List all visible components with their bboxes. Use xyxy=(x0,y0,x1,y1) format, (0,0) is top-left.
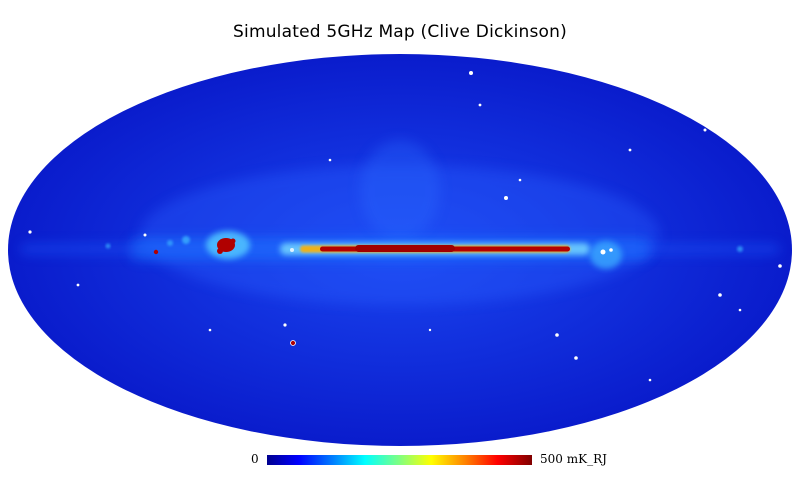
point-source xyxy=(428,328,432,332)
point-source xyxy=(555,333,559,337)
point-source xyxy=(28,230,32,234)
point-source xyxy=(504,196,508,200)
point-source xyxy=(574,356,578,360)
point-source xyxy=(208,328,212,332)
point-source xyxy=(478,103,482,107)
point-source xyxy=(283,323,287,327)
plane-knot xyxy=(167,240,173,246)
plane-knot xyxy=(105,243,111,249)
galactic-center-core xyxy=(355,245,455,252)
carina-region-glow xyxy=(590,241,622,269)
point-source xyxy=(628,148,632,152)
cygnus-spot xyxy=(230,238,236,244)
point-source xyxy=(718,293,722,297)
point-source xyxy=(778,264,782,268)
point-source xyxy=(469,71,473,75)
point-source xyxy=(738,308,742,312)
point-source xyxy=(290,340,296,346)
colorbar-max-label: 500 mK_RJ xyxy=(540,452,607,466)
plane-knot xyxy=(153,249,159,255)
plane-knot xyxy=(290,248,294,252)
point-source xyxy=(76,283,80,287)
carina-spot xyxy=(609,248,613,252)
map-title: Simulated 5GHz Map (Clive Dickinson) xyxy=(233,22,567,42)
colorbar xyxy=(267,455,532,465)
cygnus-spot xyxy=(217,248,223,254)
point-source xyxy=(518,178,522,182)
point-source xyxy=(648,378,652,382)
colorbar-min-label: 0 xyxy=(251,452,259,466)
diffuse-spur xyxy=(360,140,440,240)
plane-knot xyxy=(737,246,743,252)
carina-spot xyxy=(600,249,606,255)
point-source xyxy=(703,128,707,132)
plane-knot xyxy=(182,236,190,244)
point-source xyxy=(328,158,332,162)
point-source xyxy=(143,233,147,237)
